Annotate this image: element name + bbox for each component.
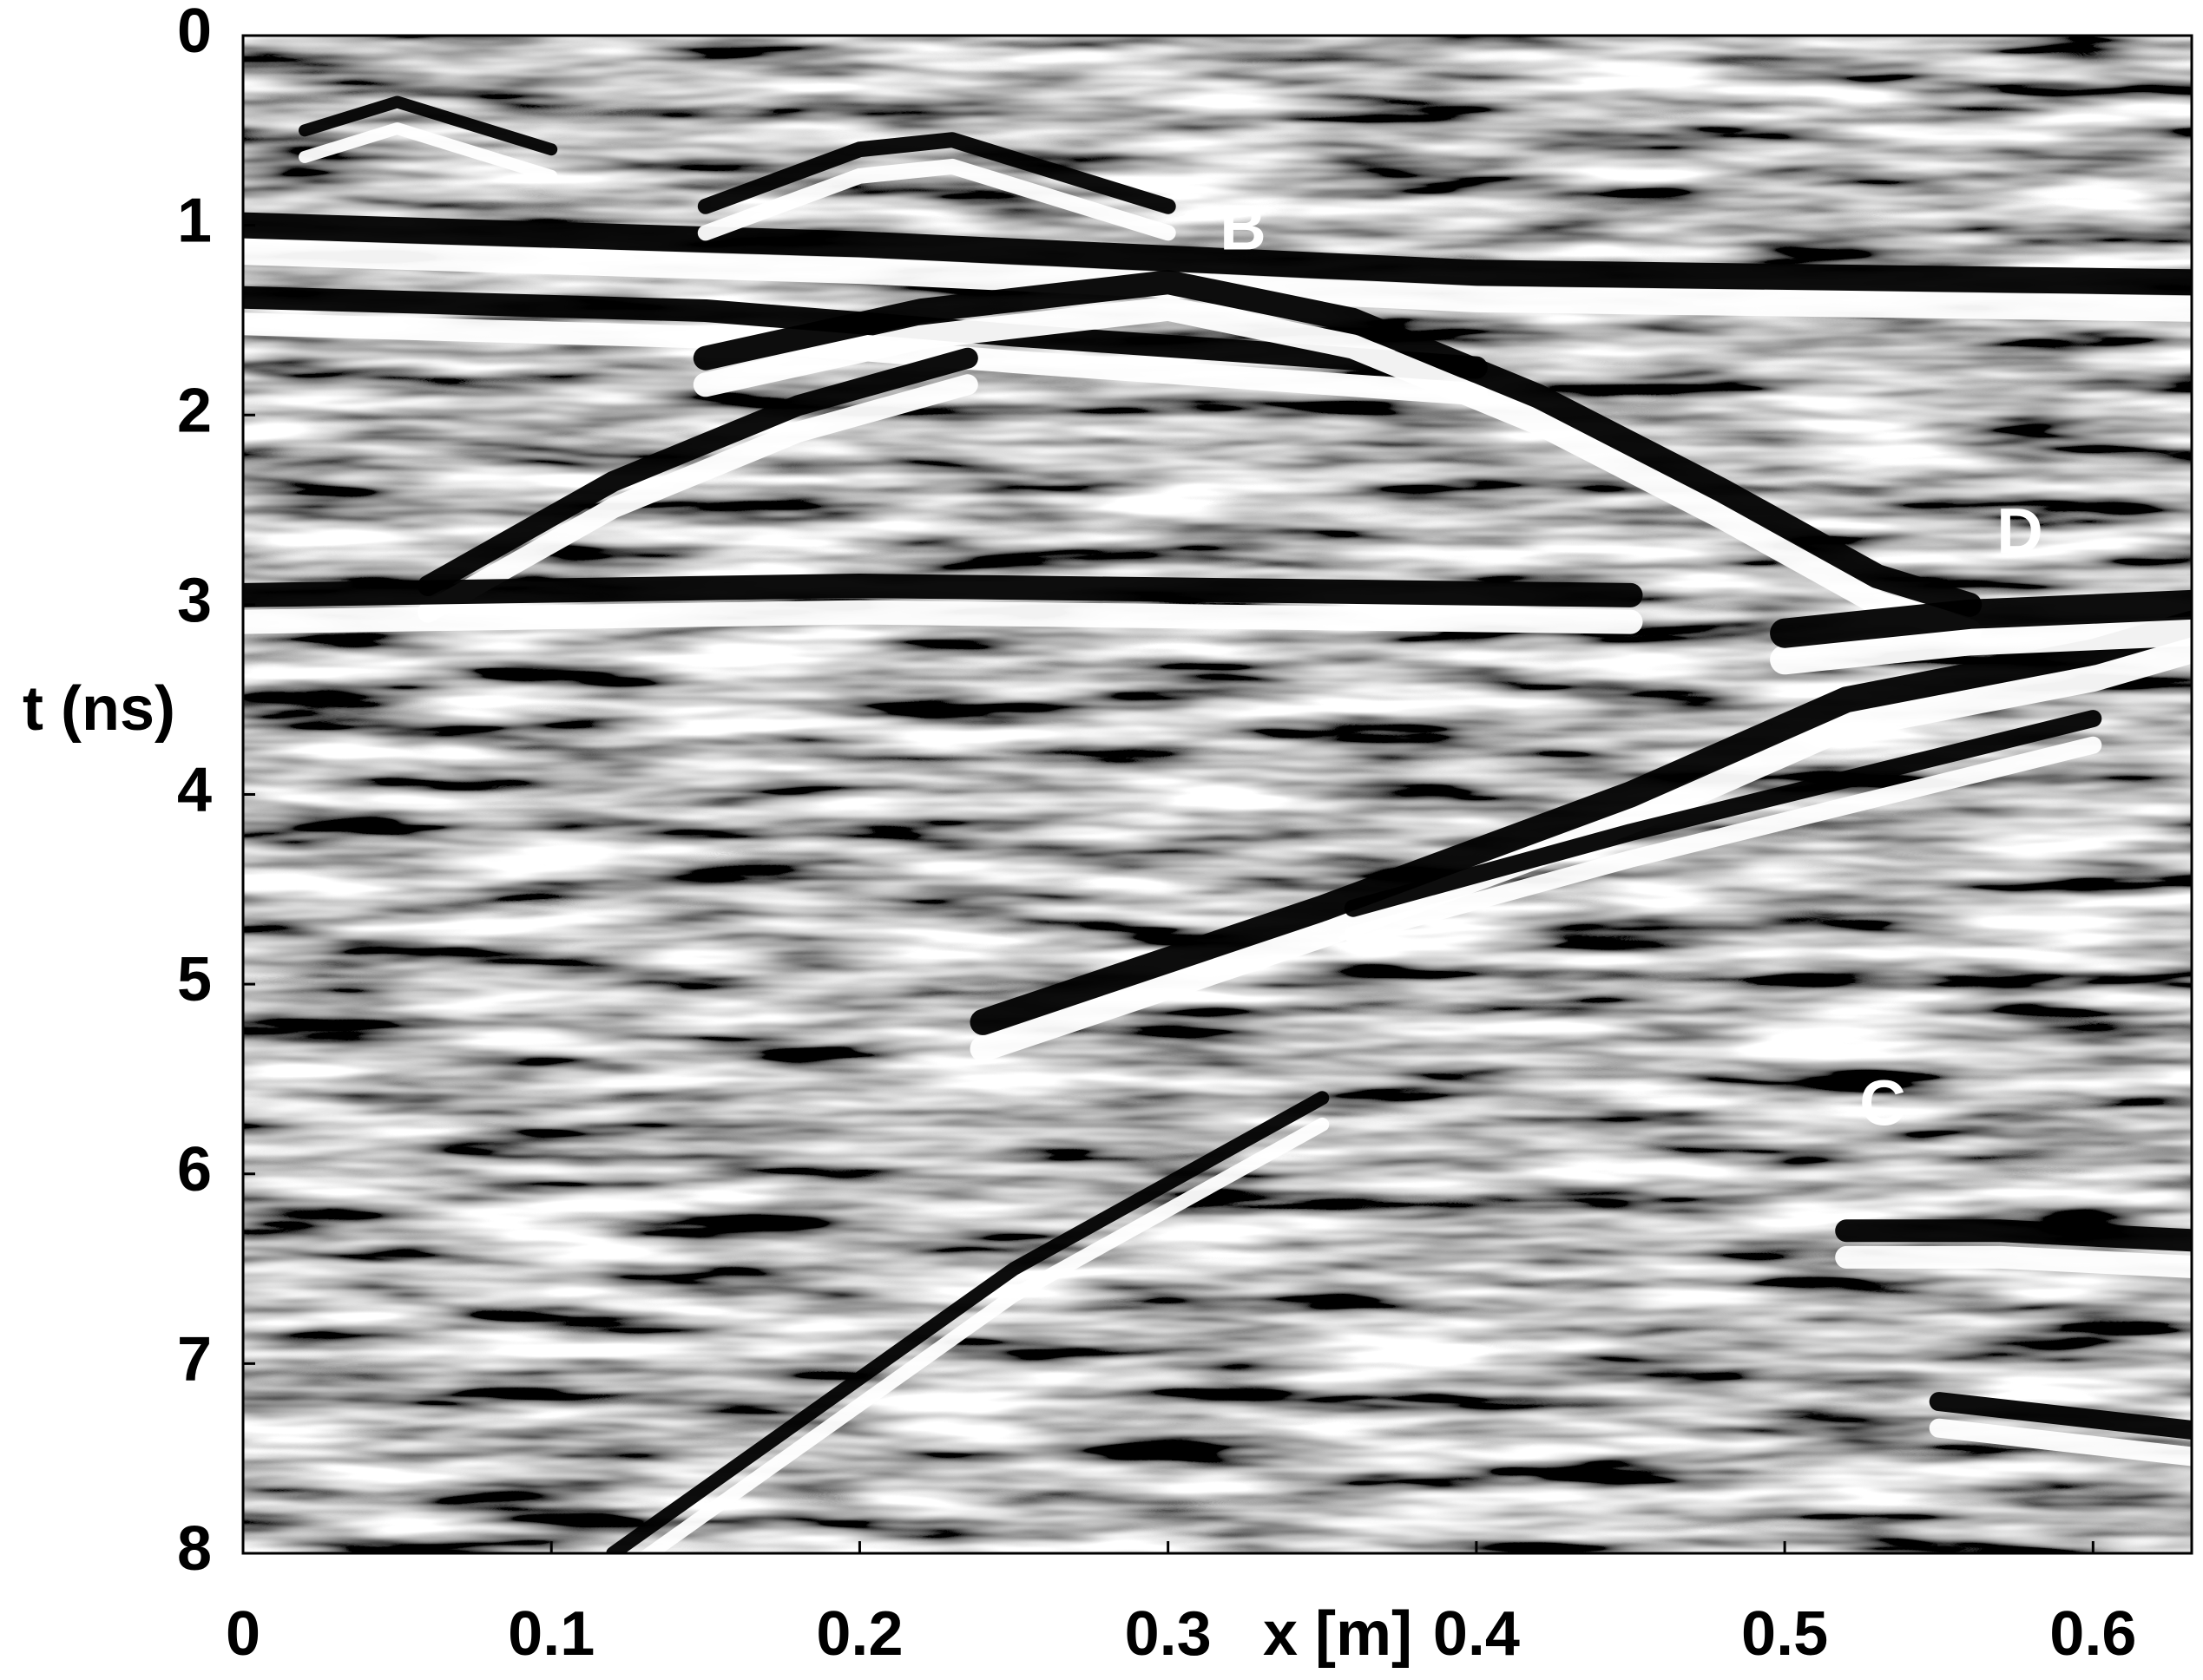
y-tick-label: 3 [177,566,212,635]
reflector-white [970,637,2192,1062]
reflector-black [606,1091,1330,1553]
reflector-white [418,374,978,623]
y-tick-label: 0 [177,0,212,66]
annotation-label: C [1859,1067,1905,1139]
reflector-black [299,95,558,156]
reflector-black [1344,710,2102,917]
y-tick-label: 2 [177,376,212,445]
reflector-white [693,296,1983,644]
x-tick-label: 0.4 [1433,1599,1520,1669]
reflector-white [1770,616,2192,675]
y-tick-label: 6 [177,1135,212,1204]
reflector-white [697,158,1176,241]
reflector-black [418,347,978,596]
reflector-white [638,1117,1330,1553]
reflector-black [1770,589,2192,648]
y-tick-label: 4 [177,756,212,825]
x-tick-label: 0.3 [1125,1599,1212,1669]
x-tick-label: 0.6 [2049,1599,2136,1669]
reflector-white [1929,1418,2192,1467]
x-axis-label: x [m] [1263,1599,1412,1669]
reflector-black [1835,1219,2192,1252]
y-tick-label: 5 [177,945,212,1014]
reflector-black [1929,1392,2192,1440]
x-tick-label: 0 [226,1599,260,1669]
reflectors [243,95,2192,1553]
reflector-white [1835,1245,2192,1278]
reflector-black [697,132,1176,214]
radargram-image [243,36,2192,1553]
y-axis-label: t (ns) [23,674,175,744]
y-tick-label: 8 [177,1514,212,1584]
reflector-black [243,574,1643,607]
reflector-white [243,600,1643,634]
x-tick-label: 0.1 [508,1599,595,1669]
annotation-label: B [1220,192,1266,264]
y-tick-label: 1 [177,187,212,256]
reflector-black [243,212,2192,296]
x-tick-label: 0.5 [1741,1599,1828,1669]
x-tick-label: 0.2 [816,1599,903,1669]
annotation-label: D [1996,495,2042,568]
reflector-white [299,122,558,182]
y-tick-label: 7 [177,1324,212,1394]
reflector-white [1344,736,2102,944]
reflector-black [693,270,1983,617]
